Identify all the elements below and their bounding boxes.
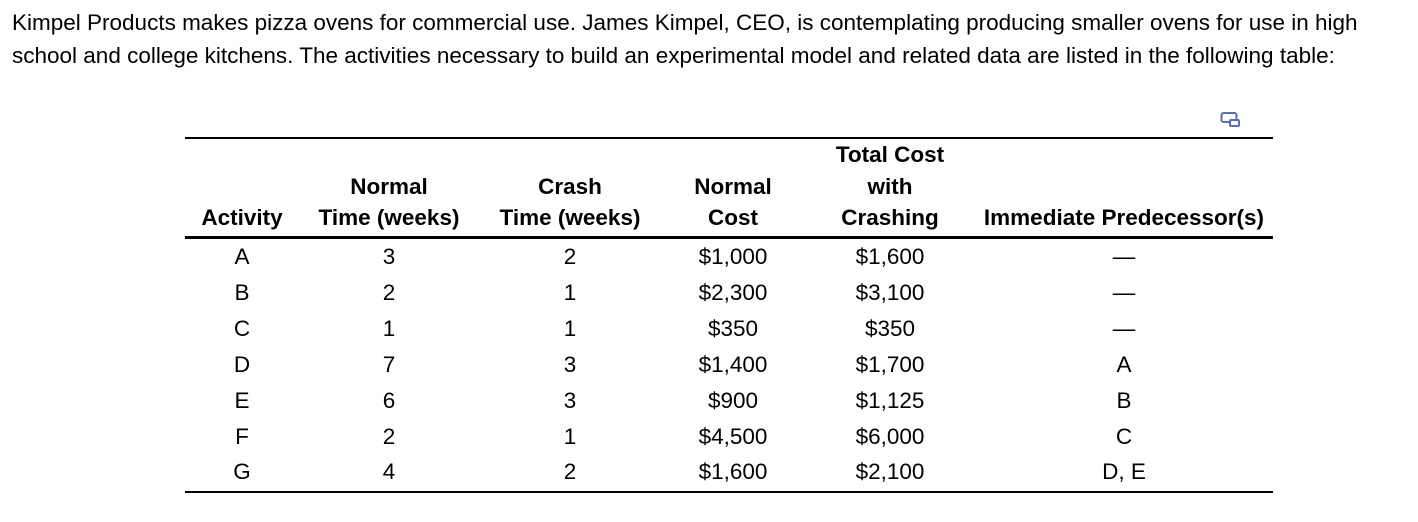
cell-normal-cost: $1,600 bbox=[661, 454, 805, 493]
table-row: A 3 2 $1,000 $1,600 — bbox=[185, 237, 1273, 275]
cell-normal-cost: $1,000 bbox=[698, 243, 768, 269]
cell-total-cost: $6,000 bbox=[855, 423, 925, 449]
table-header-row: Activity Normal Time (weeks) Crash Time … bbox=[185, 139, 1273, 239]
cell-normal-cost: $4,500 bbox=[698, 423, 768, 449]
header-total-cost-crashing: Total Cost with Crashing bbox=[805, 139, 975, 239]
cell-total-cost: $1,700 bbox=[855, 351, 925, 377]
table-row: G 4 2 $1,600 $2,100 D, E bbox=[185, 454, 1273, 493]
cell-normal-cost: $350 bbox=[707, 315, 759, 341]
cell-crash-time: 3 bbox=[563, 351, 577, 377]
cell-normal-cost: $1,400 bbox=[698, 351, 768, 377]
cell-activity: B bbox=[234, 279, 250, 305]
cell-total-cost: $1,125 bbox=[855, 387, 925, 413]
cell-crash-time: 2 bbox=[563, 243, 577, 269]
cell-predecessors: — bbox=[1112, 279, 1136, 305]
cell-predecessors: A bbox=[1116, 351, 1132, 377]
cell-total-cost: $1,600 bbox=[855, 243, 925, 269]
cell-predecessors: — bbox=[1112, 315, 1136, 341]
cell-crash-time: 1 bbox=[563, 279, 577, 305]
cell-normal-time: 1 bbox=[382, 315, 396, 341]
cell-activity: E bbox=[234, 387, 250, 413]
cell-normal-time: 4 bbox=[299, 454, 479, 493]
cell-predecessors: — bbox=[1112, 243, 1136, 269]
header-immediate-predecessors: Immediate Predecessor(s) bbox=[975, 139, 1273, 239]
header-crash-time: Crash Time (weeks) bbox=[479, 139, 661, 239]
cell-total-cost: $3,100 bbox=[855, 279, 925, 305]
cell-normal-time: 7 bbox=[382, 351, 396, 377]
cell-predecessors: D, E bbox=[975, 454, 1273, 493]
header-normal-time: Normal Time (weeks) bbox=[299, 139, 479, 239]
cell-activity: G bbox=[185, 454, 299, 493]
table-row: D 7 3 $1,400 $1,700 A bbox=[185, 347, 1273, 383]
header-normal-cost: Normal Cost bbox=[661, 139, 805, 239]
expand-table-icon[interactable] bbox=[1220, 111, 1242, 129]
cell-activity: F bbox=[235, 423, 249, 449]
cell-total-cost: $350 bbox=[864, 315, 916, 341]
cell-normal-cost: $900 bbox=[707, 387, 759, 413]
cell-activity: A bbox=[234, 243, 250, 269]
cell-predecessors: B bbox=[1116, 387, 1132, 413]
table-row: C 1 1 $350 $350 — bbox=[185, 311, 1273, 347]
cell-normal-time: 6 bbox=[382, 387, 396, 413]
cell-predecessors: C bbox=[1115, 423, 1133, 449]
cell-crash-time: 2 bbox=[479, 454, 661, 493]
cell-total-cost: $2,100 bbox=[805, 454, 975, 493]
table-row: B 2 1 $2,300 $3,100 — bbox=[185, 275, 1273, 311]
cell-activity: C bbox=[233, 315, 251, 341]
cell-crash-time: 1 bbox=[563, 423, 577, 449]
table-row: E 6 3 $900 $1,125 B bbox=[185, 383, 1273, 419]
cell-crash-time: 3 bbox=[563, 387, 577, 413]
problem-intro-text: Kimpel Products makes pizza ovens for co… bbox=[12, 10, 1358, 68]
table-row: F 2 1 $4,500 $6,000 C bbox=[185, 419, 1273, 455]
cell-crash-time: 1 bbox=[563, 315, 577, 341]
activity-table: Activity Normal Time (weeks) Crash Time … bbox=[185, 139, 1273, 493]
table-top-rule bbox=[185, 137, 1273, 139]
cell-normal-time: 2 bbox=[382, 279, 396, 305]
header-activity: Activity bbox=[185, 139, 299, 239]
cell-normal-cost: $2,300 bbox=[698, 279, 768, 305]
cell-normal-time: 2 bbox=[382, 423, 396, 449]
cell-activity: D bbox=[233, 351, 251, 377]
activity-table-container: Activity Normal Time (weeks) Crash Time … bbox=[185, 112, 1273, 493]
cell-normal-time: 3 bbox=[382, 243, 396, 269]
